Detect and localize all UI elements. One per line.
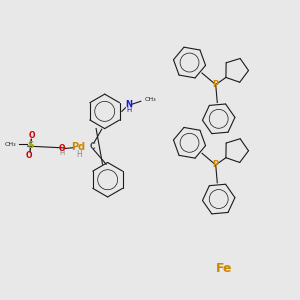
Text: Fe: Fe <box>216 262 233 275</box>
Text: H: H <box>59 150 64 156</box>
Text: O: O <box>28 131 35 140</box>
Text: Pd: Pd <box>71 142 85 152</box>
Text: H: H <box>77 150 82 159</box>
Text: C: C <box>89 142 95 151</box>
Text: H: H <box>126 107 132 113</box>
Text: CH₃: CH₃ <box>145 97 157 102</box>
Text: CH₃: CH₃ <box>4 142 16 147</box>
Text: O: O <box>58 144 65 153</box>
Text: N: N <box>125 100 133 109</box>
Text: O: O <box>26 151 32 160</box>
Text: P: P <box>213 80 219 89</box>
Text: P: P <box>213 160 219 169</box>
Text: S: S <box>27 141 34 150</box>
